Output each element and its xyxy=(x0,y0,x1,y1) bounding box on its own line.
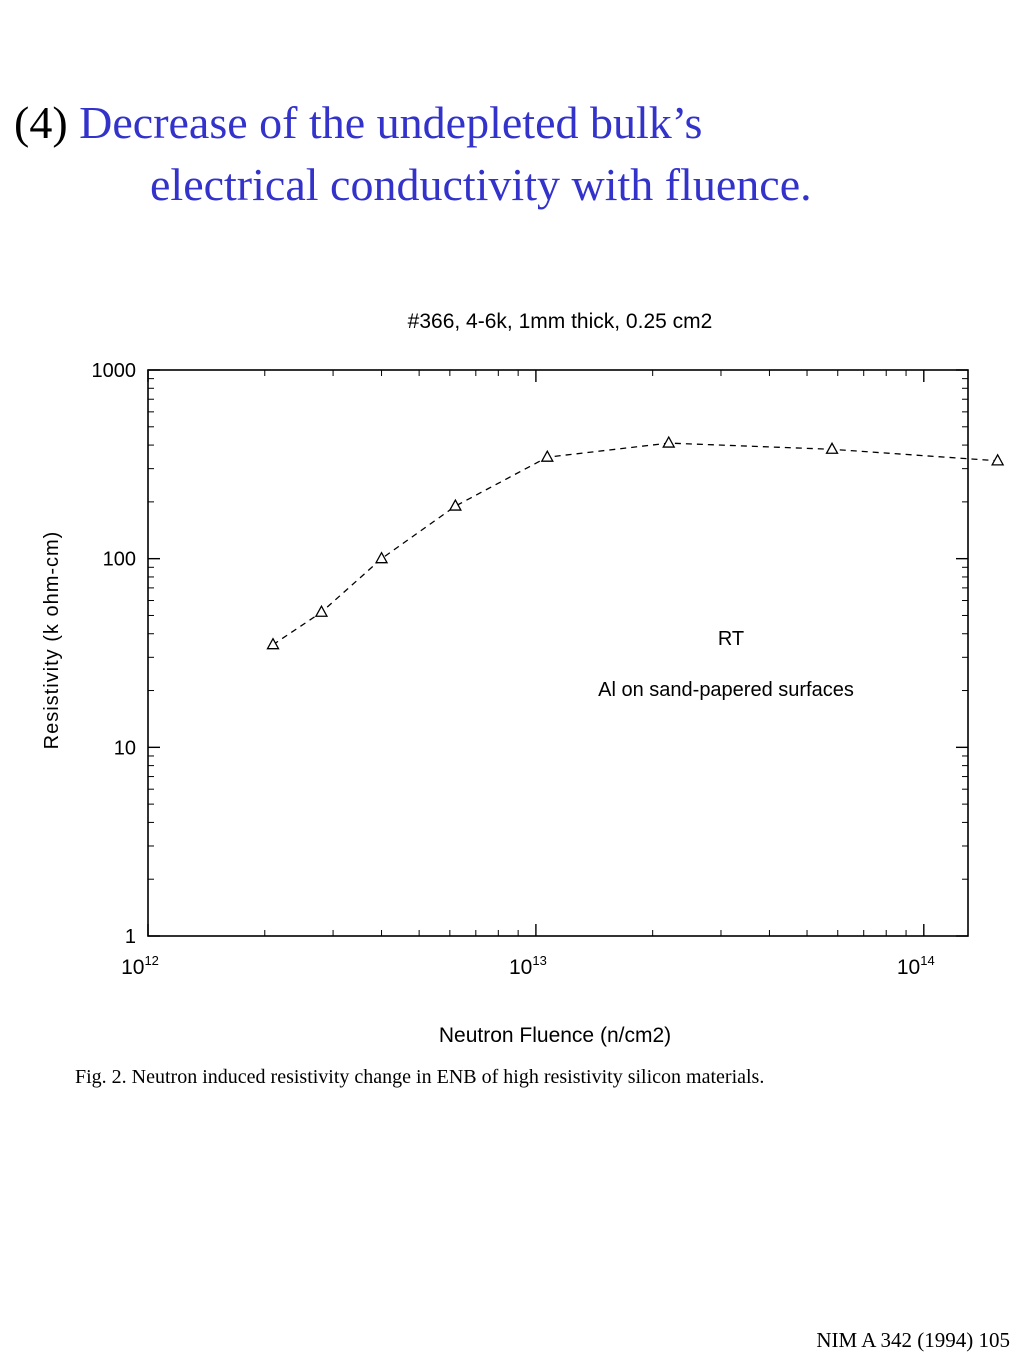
data-series xyxy=(266,435,1005,650)
x-tick-exponent: 12 xyxy=(144,953,158,968)
annotation-surface: Al on sand-papered surfaces xyxy=(598,679,854,701)
triangle-data-point xyxy=(266,637,280,650)
x-tick-base: 10 xyxy=(897,956,920,979)
x-tick-base: 10 xyxy=(121,956,144,979)
y-axis: 1 10 100 1000 xyxy=(92,360,968,948)
title-line-2: electrical conductivity with fluence. xyxy=(150,159,812,210)
x-tick-base: 10 xyxy=(509,956,532,979)
y-tick-label: 100 xyxy=(103,549,136,571)
y-tick-label: 1000 xyxy=(92,360,137,382)
triangle-data-point xyxy=(314,604,329,617)
plot-border xyxy=(147,369,969,937)
triangle-data-point xyxy=(448,498,462,511)
y-tick-label: 10 xyxy=(114,737,136,759)
x-tick-label: 1014 xyxy=(897,953,935,979)
triangle-data-point xyxy=(662,435,676,448)
citation: NIM A 342 (1994) 105 xyxy=(816,1328,1010,1352)
title-line-1: Decrease of the undepleted bulk’s xyxy=(79,97,703,148)
series-line xyxy=(272,442,998,646)
triangle-data-point xyxy=(374,551,389,564)
slide-number: (4) xyxy=(14,97,68,148)
x-axis: 1012 1013 1014 xyxy=(121,370,935,979)
triangle-data-point xyxy=(540,449,554,462)
y-axis-label: Resistivity (k ohm-cm) xyxy=(41,531,63,750)
x-tick-label: 1013 xyxy=(509,953,547,979)
chart-title: #366, 4-6k, 1mm thick, 0.25 cm2 xyxy=(408,310,713,333)
x-tick-exponent: 14 xyxy=(920,953,934,968)
figure-caption: Fig. 2. Neutron induced resistivity chan… xyxy=(75,1066,765,1088)
annotation-rt: RT xyxy=(718,628,744,650)
x-tick-exponent: 13 xyxy=(532,953,546,968)
y-tick-label: 1 xyxy=(125,926,136,948)
plot-frame xyxy=(147,369,969,937)
resistivity-chart: #366, 4-6k, 1mm thick, 0.25 cm2 1 10 100 10… xyxy=(41,310,1005,1047)
x-axis-label: Neutron Fluence (n/cm2) xyxy=(439,1024,671,1047)
slide-title: (4) Decrease of the undepleted bulk’s el… xyxy=(14,92,1014,216)
triangle-data-point xyxy=(825,441,839,454)
x-tick-label: 1012 xyxy=(121,953,159,979)
triangle-data-point xyxy=(991,453,1005,466)
